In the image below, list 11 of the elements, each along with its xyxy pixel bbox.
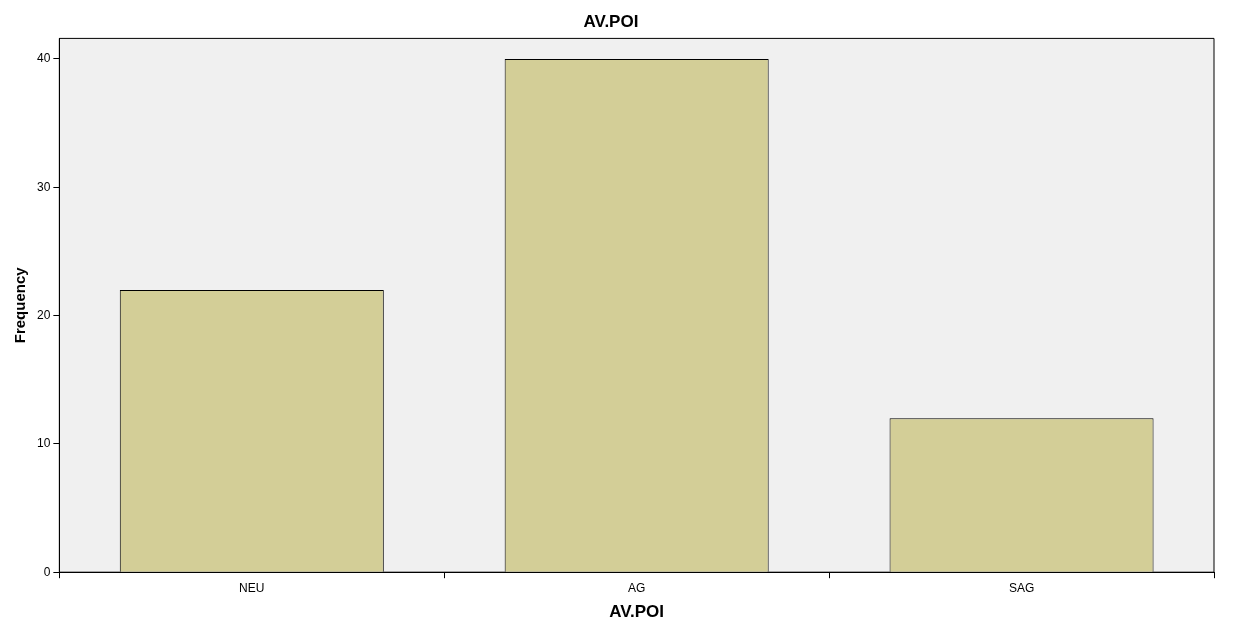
x-axis-title: AV.POI: [609, 602, 665, 622]
x-tick-label: AG: [628, 580, 646, 595]
y-tick-label: 30: [36, 179, 51, 194]
y-axis-title: Frequency: [11, 266, 29, 344]
y-tick-label: 20: [36, 307, 51, 322]
chart-title: AV.POI: [583, 11, 639, 31]
y-tick-label: 10: [36, 436, 51, 451]
y-tick-label: 40: [36, 51, 51, 66]
x-tick-label: SAG: [1008, 580, 1035, 595]
x-tick-label: NEU: [239, 580, 265, 595]
y-tick-label: 0: [43, 564, 51, 579]
